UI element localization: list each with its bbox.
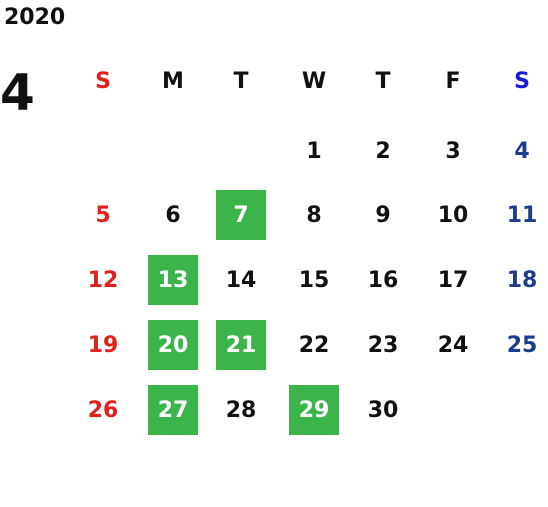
day-number: 20	[158, 333, 189, 358]
day-number: 5	[95, 203, 110, 228]
day-number: 2	[375, 139, 390, 164]
day-number: 27	[158, 398, 189, 423]
holiday-box	[148, 385, 198, 435]
day-number: 8	[306, 203, 321, 228]
day-number: 9	[375, 203, 390, 228]
weekday-label: S	[95, 69, 111, 94]
day-number: 17	[438, 268, 469, 293]
day-number: 15	[299, 268, 330, 293]
day-number: 14	[226, 268, 257, 293]
day-number: 21	[226, 333, 257, 358]
day-number: 3	[445, 139, 460, 164]
weekday-label: W	[302, 69, 326, 94]
weekday-label: S	[514, 69, 530, 94]
day-number: 26	[88, 398, 119, 423]
holiday-box	[148, 255, 198, 305]
day-number: 16	[368, 268, 399, 293]
day-number: 1	[306, 139, 321, 164]
day-number: 11	[507, 203, 538, 228]
day-number: 6	[165, 203, 180, 228]
day-number: 28	[226, 398, 257, 423]
day-number: 13	[158, 268, 189, 293]
day-number: 30	[368, 398, 399, 423]
day-number: 4	[514, 139, 529, 164]
day-number: 23	[368, 333, 399, 358]
holiday-box	[216, 320, 266, 370]
weekday-label: T	[233, 69, 248, 94]
day-number: 18	[507, 268, 538, 293]
weekday-label: F	[445, 69, 460, 94]
day-number: 12	[88, 268, 119, 293]
weekday-label: M	[162, 69, 184, 94]
day-number: 25	[507, 333, 538, 358]
day-number: 10	[438, 203, 469, 228]
weekday-label: T	[375, 69, 390, 94]
month: 4	[0, 64, 35, 122]
day-number: 7	[233, 203, 248, 228]
holiday-box	[148, 320, 198, 370]
holiday-box	[289, 385, 339, 435]
day-number: 29	[299, 398, 330, 423]
day-number: 19	[88, 333, 119, 358]
day-number: 24	[438, 333, 469, 358]
holiday-box	[216, 190, 266, 240]
day-number: 22	[299, 333, 330, 358]
year: 2020	[4, 5, 65, 30]
